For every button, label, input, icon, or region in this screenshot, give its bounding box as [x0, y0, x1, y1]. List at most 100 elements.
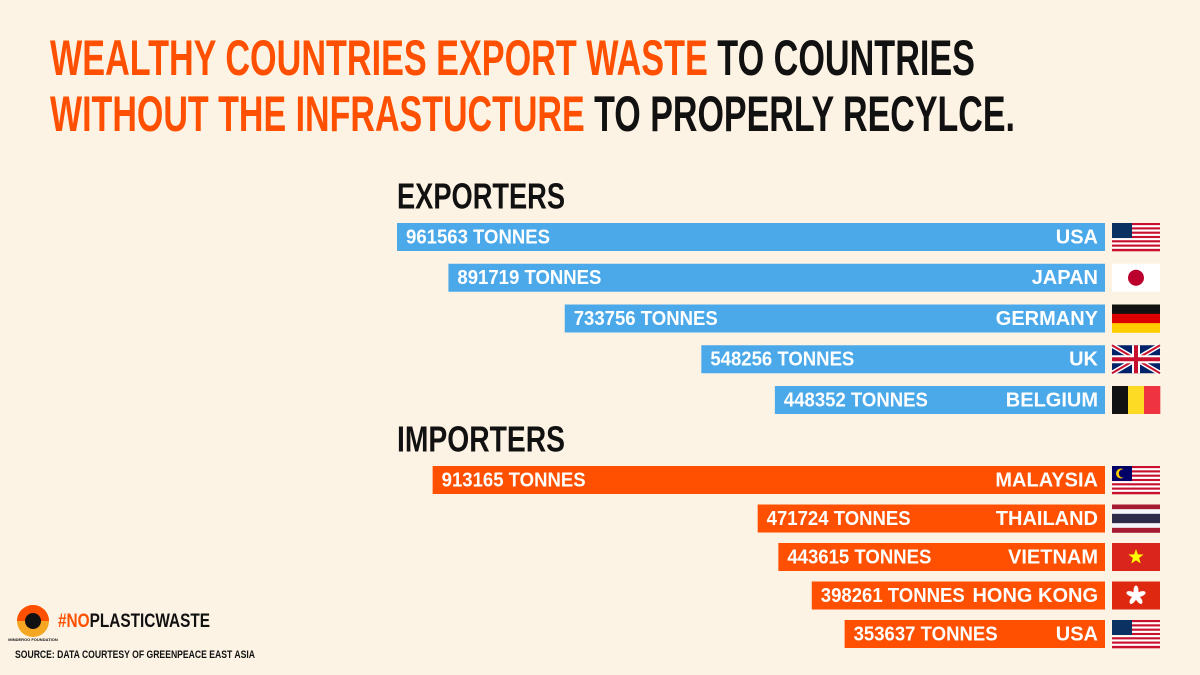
flag-part — [1112, 483, 1160, 486]
flag-part — [1112, 518, 1160, 524]
flag-part — [1112, 231, 1160, 235]
bar — [774, 386, 1105, 414]
value-label: 891719 TONNES — [457, 267, 601, 289]
flag-part — [1112, 626, 1160, 629]
flag-part — [1112, 470, 1160, 473]
flag — [1112, 543, 1160, 571]
flag-part — [1133, 585, 1139, 596]
flag-part — [1112, 628, 1160, 632]
flag-part — [1112, 474, 1160, 478]
flag-part — [1112, 304, 1160, 315]
flag-part — [1112, 527, 1160, 533]
category-label: VIETNAM — [1008, 546, 1098, 568]
flag-part — [1112, 620, 1160, 623]
flag — [1112, 223, 1160, 252]
flag-part — [1112, 244, 1160, 247]
flag-part — [1112, 227, 1160, 230]
flag-part — [1112, 246, 1160, 250]
bar — [844, 620, 1105, 648]
hashtag-part: PLASTICWASTE — [90, 611, 210, 632]
category-label: GERMANY — [996, 308, 1099, 330]
bar — [811, 581, 1105, 610]
flag-part — [1112, 238, 1160, 241]
flag-part — [1112, 639, 1160, 642]
hashtag-part: #NO — [58, 611, 90, 632]
flag-part — [1118, 469, 1128, 478]
value-label: 448352 TONNES — [784, 389, 928, 411]
flag-part — [1135, 595, 1143, 604]
flag-part — [1112, 323, 1160, 333]
flag-part — [1112, 345, 1160, 374]
value-label: 548256 TONNES — [710, 349, 854, 371]
bar — [564, 304, 1105, 333]
flag-part — [1112, 509, 1160, 515]
flag-part — [1112, 242, 1160, 245]
category-label: USA — [1056, 226, 1098, 248]
flag-part — [1126, 591, 1137, 597]
flag-part — [1128, 386, 1145, 414]
headline-part: TO COUNTRIES — [717, 30, 975, 86]
flag-part — [1112, 485, 1160, 488]
source: SOURCE: DATA COURTESY OF GREENPEACE EAST… — [15, 649, 255, 661]
flag-part — [1112, 622, 1160, 625]
headline-part: TO PROPERLY RECYLCE. — [594, 86, 1015, 142]
value-label: 913165 TONNES — [442, 469, 586, 491]
flag — [1112, 504, 1160, 533]
flag-part — [1112, 240, 1160, 243]
flag-part — [1112, 248, 1160, 252]
flag-part — [1112, 468, 1160, 471]
bar — [757, 504, 1105, 533]
flag — [1112, 581, 1160, 610]
flag-part — [1112, 225, 1160, 228]
headline-part: WITHOUT THE INFRASTUCTURE — [50, 86, 585, 142]
flag-part — [1135, 591, 1146, 597]
flag-part — [1112, 487, 1160, 490]
flag-part — [1112, 223, 1132, 238]
flag-part — [1112, 491, 1160, 495]
value-label: 398261 TONNES — [821, 585, 965, 607]
category-label: JAPAN — [1032, 267, 1098, 289]
flag-part — [1112, 235, 1160, 239]
flag-part — [1128, 269, 1144, 286]
flag-part — [1112, 489, 1160, 493]
value-label: 471724 TONNES — [767, 508, 911, 530]
value-label: 961563 TONNES — [406, 226, 550, 248]
category-label: USA — [1056, 623, 1098, 645]
flag — [1110, 343, 1162, 376]
flag-part — [1112, 643, 1160, 647]
category-label: UK — [1069, 349, 1098, 371]
flag-part — [1112, 386, 1129, 414]
category-label: MALAYSIA — [995, 469, 1098, 491]
hashtag: #NOPLASTICWASTE — [58, 611, 210, 632]
flag-part — [1112, 313, 1160, 324]
flag-part — [1112, 504, 1160, 510]
flag-part — [1129, 595, 1137, 604]
flag-part — [1112, 523, 1160, 529]
bar — [778, 543, 1105, 571]
flag-part — [1128, 549, 1144, 564]
flag-part — [1112, 624, 1160, 627]
headline-part: WEALTHY COUNTRIES EXPORT WASTE — [50, 30, 708, 86]
flag-part — [1112, 635, 1160, 638]
value-label: 443615 TONNES — [787, 546, 931, 568]
flag-part — [1112, 233, 1160, 237]
flag-part — [1112, 637, 1160, 640]
flag-part — [1112, 472, 1160, 475]
category-label: BELGIUM — [1006, 389, 1098, 411]
flag — [1112, 466, 1160, 495]
flag-part — [1112, 476, 1160, 480]
flag — [1112, 620, 1160, 649]
flag — [1112, 386, 1161, 414]
flag-part — [1112, 641, 1160, 644]
bar — [701, 345, 1105, 374]
bar — [448, 263, 1105, 292]
section-title: IMPORTERS — [397, 419, 565, 460]
value-label: 353637 TONNES — [854, 623, 998, 645]
flag-part — [1112, 478, 1160, 482]
logo-text: MINDEROO FOUNDATION — [8, 637, 58, 642]
headline-line: WEALTHY COUNTRIES EXPORT WASTE TO COUNTR… — [50, 30, 975, 86]
flag-part — [1112, 645, 1160, 649]
value-label: 733756 TONNES — [574, 308, 718, 330]
category-label: THAILAND — [996, 508, 1098, 530]
